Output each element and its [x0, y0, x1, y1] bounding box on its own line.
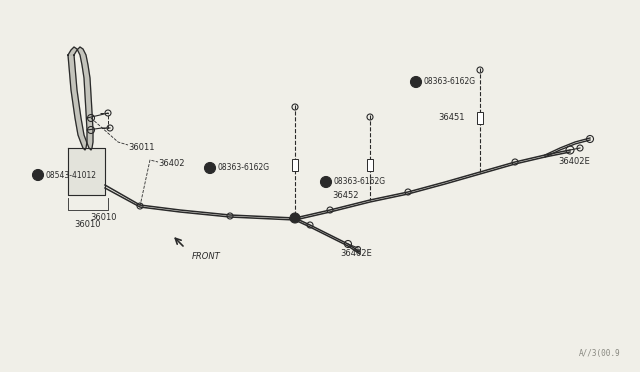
Text: 36402E: 36402E: [558, 157, 589, 167]
Text: FRONT: FRONT: [192, 252, 221, 261]
Text: S: S: [207, 166, 212, 171]
Text: S: S: [413, 80, 419, 86]
Circle shape: [478, 116, 482, 120]
Circle shape: [290, 213, 300, 223]
Polygon shape: [68, 148, 105, 195]
Circle shape: [33, 170, 44, 180]
Text: 36402E: 36402E: [340, 250, 372, 259]
Text: 36010: 36010: [75, 220, 101, 229]
Bar: [367, 159, 373, 171]
Text: 36452: 36452: [332, 192, 358, 201]
Text: 36011: 36011: [128, 144, 154, 153]
Circle shape: [205, 163, 216, 173]
Circle shape: [410, 77, 422, 87]
Circle shape: [293, 163, 297, 167]
Text: S: S: [323, 180, 328, 186]
Text: 08363-6162G: 08363-6162G: [217, 164, 269, 173]
Circle shape: [321, 176, 332, 187]
Circle shape: [368, 163, 372, 167]
Text: 08543-41012: 08543-41012: [45, 170, 96, 180]
Text: 08363-6162G: 08363-6162G: [333, 177, 385, 186]
Text: S: S: [35, 173, 40, 179]
Bar: [477, 112, 483, 124]
Text: 36402: 36402: [158, 158, 184, 167]
Text: 36451: 36451: [438, 113, 465, 122]
Text: 36010: 36010: [91, 214, 117, 222]
Bar: [292, 159, 298, 171]
Text: 08363-6162G: 08363-6162G: [423, 77, 475, 87]
Polygon shape: [68, 47, 93, 150]
Text: A//3(00.9: A//3(00.9: [579, 349, 620, 358]
